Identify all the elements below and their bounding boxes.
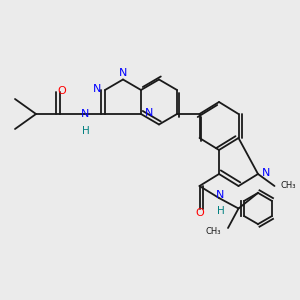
Text: N: N [262, 167, 271, 178]
Text: N: N [92, 83, 101, 94]
Text: CH₃: CH₃ [206, 227, 221, 236]
Text: H: H [217, 206, 224, 216]
Text: N: N [145, 107, 154, 118]
Text: N: N [216, 190, 225, 200]
Text: N: N [119, 68, 127, 78]
Text: O: O [195, 208, 204, 218]
Text: CH₃: CH₃ [280, 182, 296, 190]
Text: H: H [82, 125, 89, 136]
Text: N: N [81, 109, 90, 119]
Text: O: O [57, 86, 66, 96]
